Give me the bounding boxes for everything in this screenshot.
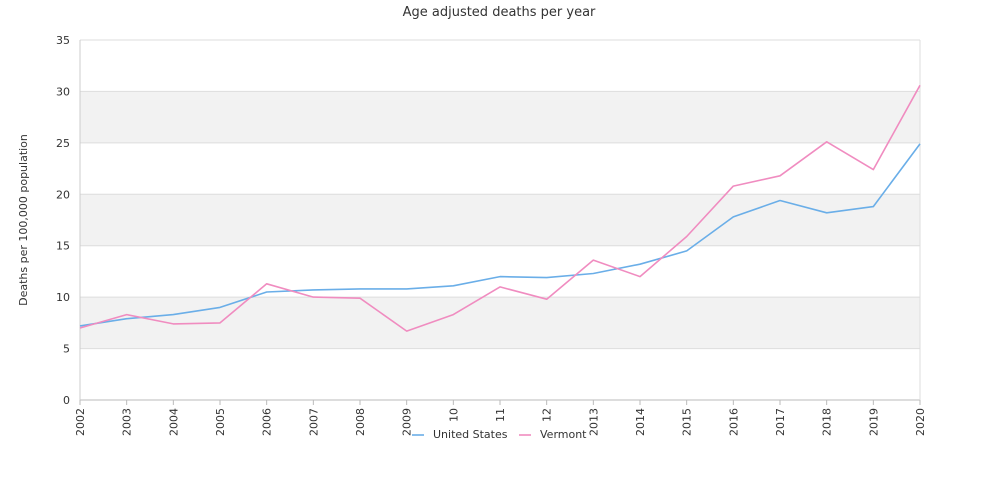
x-tick-label: 2013 bbox=[587, 408, 600, 436]
y-tick-label: 0 bbox=[63, 394, 70, 407]
x-tick-label: 2006 bbox=[261, 408, 274, 436]
x-tick-label: 2009 bbox=[401, 408, 414, 436]
x-tick-label: 12 bbox=[541, 408, 554, 422]
grid-bands bbox=[80, 40, 920, 400]
series-line-united-states bbox=[79, 143, 921, 327]
grid-band bbox=[80, 245, 920, 298]
y-tick-label: 20 bbox=[56, 188, 70, 201]
series-lines bbox=[79, 84, 921, 332]
x-tick-label: 2020 bbox=[914, 408, 927, 436]
y-tick-label: 35 bbox=[56, 34, 70, 47]
x-tick-label: 2014 bbox=[634, 408, 647, 436]
y-axis-ticks: 0 5 10 15 20 25 30 35 bbox=[56, 34, 70, 407]
x-tick-label: 2008 bbox=[354, 408, 367, 436]
x-tick-label: 10 bbox=[447, 408, 460, 422]
x-tick-label: 2016 bbox=[727, 408, 740, 436]
x-tick-label: 2019 bbox=[867, 408, 880, 436]
y-tick-label: 25 bbox=[56, 137, 70, 150]
legend: United States Vermont bbox=[412, 428, 587, 441]
y-tick-label: 10 bbox=[56, 291, 70, 304]
grid-band bbox=[80, 348, 920, 400]
legend-label: Vermont bbox=[540, 428, 587, 441]
x-tick-label: 11 bbox=[494, 408, 507, 422]
x-tick-label: 2005 bbox=[214, 408, 227, 436]
y-tick-label: 30 bbox=[56, 85, 70, 98]
x-tick-label: 2003 bbox=[121, 408, 134, 436]
x-tick-label: 2002 bbox=[74, 408, 87, 436]
grid-band bbox=[80, 91, 920, 143]
chart-title: Age adjusted deaths per year bbox=[403, 5, 596, 20]
series-line-vermont bbox=[79, 84, 921, 332]
grid-band bbox=[80, 142, 920, 195]
x-axis-ticks: 2002 2003 2004 2005 2006 2007 2008 2009 10 11 12 20… bbox=[74, 400, 927, 436]
x-tick-label: 2007 bbox=[307, 408, 320, 436]
grid-band bbox=[80, 40, 920, 92]
x-tick-label: 2015 bbox=[681, 408, 694, 436]
x-tick-label: 2018 bbox=[821, 408, 834, 436]
x-tick-label: 2004 bbox=[167, 408, 180, 436]
legend-label: United States bbox=[433, 428, 508, 441]
y-tick-label: 5 bbox=[63, 343, 70, 356]
grid-band bbox=[80, 194, 920, 246]
y-axis-label: Deaths per 100,000 population bbox=[17, 134, 30, 306]
x-tick-label: 2017 bbox=[774, 408, 787, 436]
y-tick-label: 15 bbox=[56, 240, 70, 253]
